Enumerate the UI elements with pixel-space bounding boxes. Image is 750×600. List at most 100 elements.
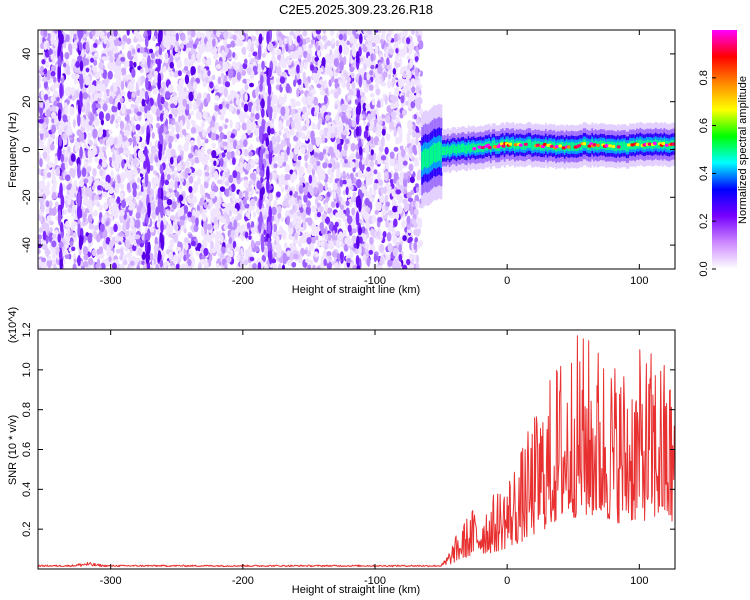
spectrogram-cell: [200, 121, 205, 128]
spectrogram-cell: [184, 167, 190, 174]
spectrogram-cell: [244, 231, 249, 239]
spectrogram-cell: [276, 251, 282, 259]
spectrogram-cell: [45, 208, 50, 214]
spectrogram-cell: [371, 36, 375, 42]
spectrogram-cell: [66, 184, 72, 191]
spectrogram-cell: [215, 64, 222, 70]
spectrogram-cell: [392, 68, 397, 75]
spectrogram-cell: [39, 139, 45, 149]
spectrogram-cell: [40, 203, 45, 213]
spectrogram-cell: [373, 169, 378, 175]
spectrogram-cell: [355, 159, 359, 170]
spectrogram-cell: [70, 241, 74, 247]
spectrogram-cell: [310, 230, 316, 237]
spectrogram-cell: [245, 212, 251, 218]
spectrogram-cell: [150, 153, 154, 162]
spectrogram-cell: [108, 186, 114, 195]
spectrogram-cell: [65, 174, 71, 182]
spectrogram-cell: [63, 209, 68, 216]
spectrogram-cell: [117, 224, 122, 232]
spectrogram-cell: [155, 45, 160, 52]
spectrogram-cell: [286, 215, 291, 226]
spectrogram-cell: [103, 202, 108, 209]
spectrogram-cell: [116, 115, 122, 123]
spectrogram-cell: [392, 235, 398, 245]
spectrogram-cell: [99, 138, 104, 144]
spectrogram-cell: [109, 55, 114, 64]
spectrogram-cell: [302, 125, 307, 132]
spectrogram-cell: [313, 251, 319, 257]
spectrogram-cell: [277, 212, 282, 219]
spectrogram-cell: [140, 142, 146, 149]
spectrogram-cell: [407, 70, 412, 80]
spectrogram-cell: [51, 252, 57, 260]
spectrogram-cell: [360, 173, 366, 178]
spectrogram-cell: [415, 85, 421, 93]
spectrogram-cell: [381, 30, 387, 36]
spectrogram-cell: [413, 157, 419, 167]
spectrogram-cell: [371, 214, 377, 224]
spectrogram-cell: [291, 261, 297, 268]
spectrogram-cell: [183, 142, 189, 152]
spectrogram-cell: [197, 242, 202, 249]
spectrogram-cell: [174, 45, 178, 53]
spectrogram-cell: [141, 98, 146, 108]
spectrogram-cell: [174, 224, 179, 231]
spectrogram-cell: [278, 95, 282, 105]
spectrogram-cell: [197, 111, 201, 118]
spectrogram-cell: [354, 33, 360, 40]
spectrogram-cell: [102, 69, 108, 80]
spectrogram-cell: [391, 227, 396, 238]
spectrogram-cell: [338, 196, 343, 202]
spectrogram-cell: [226, 130, 232, 137]
spectrogram-cell: [289, 151, 294, 159]
spectrogram-cell: [197, 31, 202, 39]
spectrogram-cell: [110, 170, 114, 179]
spectrogram-cell: [326, 250, 332, 257]
spectrogram-cell: [137, 149, 144, 159]
spectrogram-cell: [201, 213, 207, 222]
spectrogram-cell: [262, 52, 266, 58]
spectrogram-cell: [365, 221, 371, 229]
spectrogram-cell: [97, 185, 102, 191]
spectrogram-cell: [277, 263, 282, 269]
spectrogram-cell: [247, 129, 251, 136]
spectrogram-cell: [232, 170, 238, 179]
spectrogram-cell: [294, 144, 299, 151]
spectrogram-cell: [284, 164, 291, 173]
spectrogram-cell: [297, 107, 303, 113]
spectrogram-cell: [407, 197, 414, 203]
spectrogram-cell: [53, 39, 59, 47]
spectrogram-cell: [318, 68, 324, 73]
spectrogram-cell: [246, 44, 250, 51]
spectrogram-cell: [45, 116, 49, 126]
spectrogram-cell: [240, 224, 245, 230]
spectrogram-cell: [235, 149, 241, 156]
spectrogram-cell: [376, 100, 381, 108]
spectrogram-cell: [137, 48, 141, 53]
spectrogram-cell: [40, 71, 45, 76]
spectrogram-cell: [122, 223, 127, 233]
spectrogram-cell: [179, 219, 185, 226]
spectrogram-cell: [82, 246, 89, 256]
spectrogram-cell: [273, 113, 277, 120]
spectrogram-cell: [50, 36, 55, 43]
spectrogram-cell: [117, 102, 122, 111]
spectrogram-cell: [316, 136, 322, 145]
spectrogram-cell: [351, 72, 355, 79]
spectrogram-cell: [93, 225, 99, 231]
spectrogram-cell: [278, 38, 283, 48]
spectrogram-cell: [410, 30, 416, 35]
spectrogram-cell: [379, 256, 384, 266]
spectrogram-cell: [379, 244, 385, 253]
spectrogram-cell: [341, 149, 348, 157]
spectrogram-cell: [328, 69, 334, 78]
spectrogram-cell: [176, 133, 180, 139]
spectrogram-cell: [395, 136, 399, 145]
spectrogram-cell: [241, 101, 245, 108]
spectrogram-cell: [231, 192, 236, 202]
spectrogram-cell: [314, 105, 320, 114]
spectrogram-cell: [186, 118, 190, 124]
spectrogram-cell: [108, 35, 114, 45]
spectrogram-cell: [42, 151, 48, 160]
